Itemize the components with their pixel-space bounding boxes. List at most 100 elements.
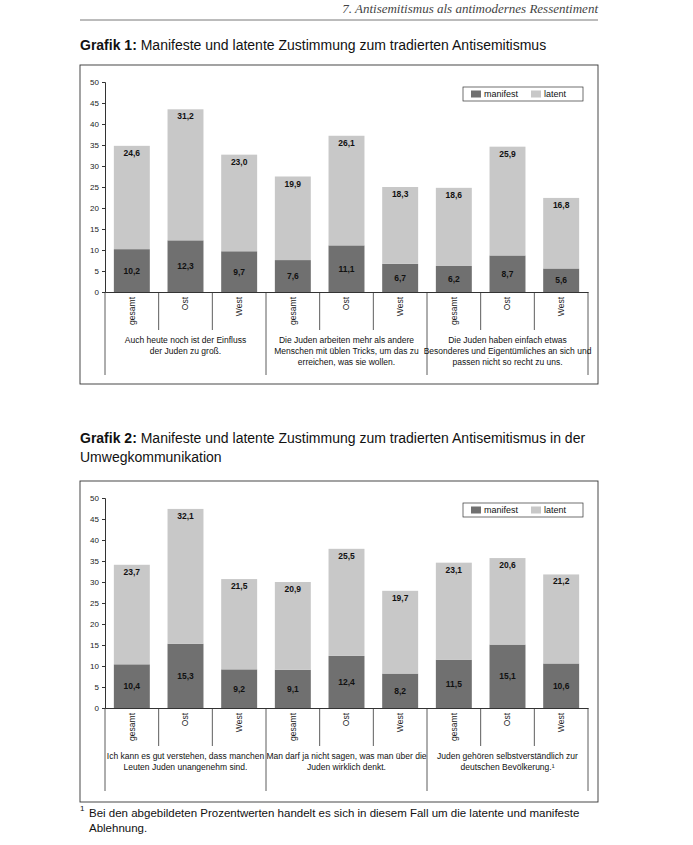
y-tick: 35: [90, 557, 105, 566]
data-label: 18,3: [392, 189, 409, 199]
y-tick-mark: [102, 187, 105, 188]
y-tick-label: 45: [90, 515, 99, 524]
title-part: Manifeste: [137, 430, 202, 446]
y-tick-label: 35: [90, 141, 99, 150]
y-tick-label: 25: [90, 599, 99, 608]
y-tick-label: 35: [90, 557, 99, 566]
data-label: 20,6: [499, 560, 516, 570]
x-tick-label: gesamt: [288, 712, 298, 741]
data-label: 6,7: [394, 273, 406, 283]
bar: [382, 674, 418, 708]
title-part: in: [546, 430, 561, 446]
bar: [543, 574, 579, 663]
y-tick: 35: [90, 141, 105, 150]
y-tick-label: 50: [90, 494, 99, 503]
title-part: Antisemitismus: [449, 37, 546, 53]
title-part: und: [201, 37, 228, 53]
y-tick-mark: [102, 208, 105, 209]
footnote-mark: 1: [80, 804, 85, 813]
x-tick-label: Ost: [180, 296, 190, 310]
data-label: 15,1: [499, 671, 516, 681]
x-tick-label: Ost: [502, 712, 512, 726]
separator: [588, 708, 589, 791]
x-tick-label: gesamt: [449, 296, 459, 325]
separator: [266, 292, 267, 375]
data-label: 26,1: [338, 138, 355, 148]
data-label: 9,1: [287, 684, 299, 694]
y-tick-mark: [102, 292, 105, 293]
data-label: 7,6: [287, 271, 299, 281]
x-tick: gesamt: [288, 296, 298, 325]
bar: [543, 198, 579, 269]
chart-frame: [80, 65, 598, 384]
y-tick: 25: [90, 183, 105, 192]
legend-label: latent: [544, 505, 567, 515]
title-part: zum: [356, 430, 386, 446]
group-label: Die Juden arbeiten mehr als andereMensch…: [274, 335, 419, 367]
bar: [275, 177, 311, 261]
separator: [212, 708, 213, 746]
y-tick: 50: [90, 78, 105, 87]
separator: [105, 708, 106, 791]
separator: [588, 292, 589, 375]
y-tick-label: 5: [95, 683, 100, 692]
bar: [490, 255, 526, 292]
y-tick-label: 30: [90, 162, 99, 171]
y-tick-mark: [102, 145, 105, 146]
y-tick-label: 30: [90, 578, 99, 587]
y-tick: 50: [90, 494, 105, 503]
data-label: 10,6: [553, 681, 570, 691]
group-label: Auch heute noch ist der Einflussder Jude…: [125, 335, 246, 356]
group-label: Man darf ja nicht sagen, was man über di…: [266, 751, 426, 772]
x-tick: gesamt: [449, 712, 459, 741]
x-tick: West: [395, 296, 405, 316]
y-tick-label: 15: [90, 641, 99, 650]
data-label: 23,0: [231, 157, 248, 167]
separator: [319, 292, 320, 330]
group-label: Die Juden haben einfach etwasBesonderes …: [424, 335, 592, 367]
separator: [373, 708, 374, 746]
legend-swatch: [471, 507, 481, 514]
x-tick: Ost: [180, 296, 190, 310]
data-label: 19,7: [392, 593, 409, 603]
y-axis-line: [102, 499, 106, 709]
x-tick-label: West: [556, 296, 566, 316]
x-tick: West: [556, 296, 566, 316]
y-tick-mark: [102, 624, 105, 625]
title-part: 2:: [120, 430, 136, 446]
x-tick: Ost: [341, 296, 351, 310]
data-label: 8,2: [394, 686, 406, 696]
bar: [382, 187, 418, 264]
title-part: Zustimmung: [275, 37, 356, 53]
x-tick-label: West: [556, 712, 566, 732]
x-tick-label: gesamt: [127, 712, 137, 741]
y-tick: 30: [90, 578, 105, 587]
title-part: Antisemitismus: [449, 430, 546, 446]
group-label: Juden gehören selbstverständlich zurdeut…: [437, 751, 578, 772]
y-tick: 45: [90, 99, 105, 108]
x-tick: West: [556, 712, 566, 732]
y-tick-label: 50: [90, 78, 99, 87]
y-tick-mark: [102, 519, 105, 520]
x-tick: Ost: [502, 296, 512, 310]
y-tick-mark: [102, 666, 105, 667]
data-label: 12,3: [177, 261, 194, 271]
y-tick-mark: [102, 498, 105, 499]
x-tick: Ost: [341, 712, 351, 726]
data-label: 15,3: [177, 671, 194, 681]
x-tick-label: West: [395, 712, 405, 732]
x-tick: Ost: [502, 712, 512, 726]
bar: [114, 249, 150, 292]
data-label: 23,1: [446, 565, 463, 575]
bar: [329, 549, 365, 656]
y-tick-mark: [102, 687, 105, 688]
y-tick-label: 40: [90, 120, 99, 129]
chart-title: Grafik 1: Manifeste und latente Zustimmu…: [80, 37, 546, 53]
bar: [490, 645, 526, 708]
y-tick: 25: [90, 599, 105, 608]
title-part: Umwegkommunikation: [80, 449, 222, 465]
separator: [427, 292, 428, 375]
group-label-line: Leuten Juden unangenehm sind.: [124, 762, 248, 772]
data-label: 32,1: [177, 511, 194, 521]
group-label-line: Menschen mit üblen Tricks, um das zu: [274, 346, 419, 356]
